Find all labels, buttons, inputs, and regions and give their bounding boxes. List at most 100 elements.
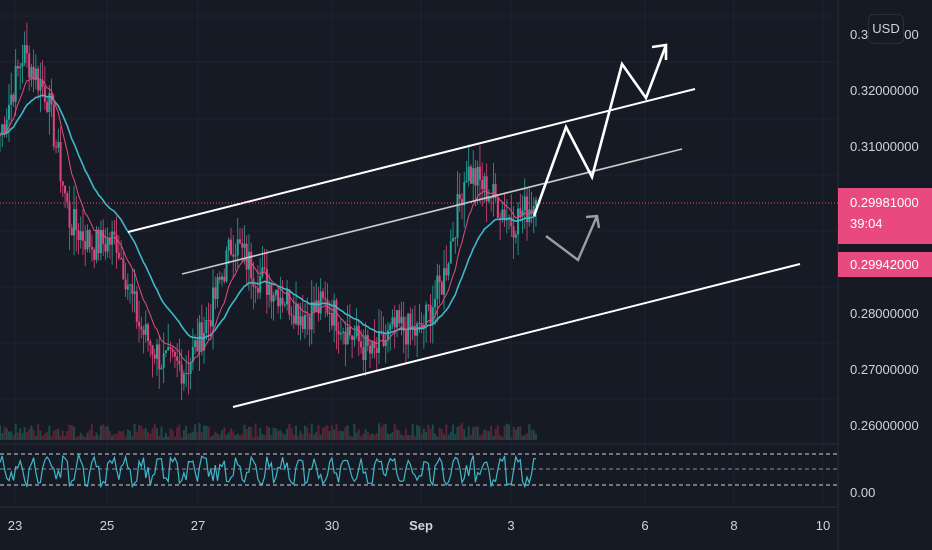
volume-bar <box>7 431 10 440</box>
volume-bar <box>499 434 502 440</box>
candle-body <box>153 354 156 359</box>
candles <box>0 22 537 401</box>
volume-bar <box>445 424 448 440</box>
candle-body <box>189 362 192 374</box>
volume-bar <box>155 428 158 440</box>
candle-body <box>496 198 499 218</box>
candle-body <box>68 201 71 228</box>
candle-body <box>351 335 354 340</box>
candle-body <box>12 94 15 102</box>
time-label-8: 10 <box>816 518 830 533</box>
candle-body <box>487 197 490 202</box>
currency-button[interactable]: USD <box>868 14 904 44</box>
candle-body <box>203 333 206 351</box>
candle-body <box>86 230 89 250</box>
volume-bar <box>386 433 389 440</box>
candle-body <box>288 289 291 315</box>
volume-bar <box>467 426 470 440</box>
volume-bar <box>440 428 443 440</box>
candle-body <box>225 250 228 282</box>
candle-body <box>494 183 497 199</box>
volume-bar <box>274 428 277 440</box>
candle-body <box>279 297 282 307</box>
candle-body <box>70 227 73 236</box>
candle-body <box>535 199 537 206</box>
volume-bar <box>481 433 484 440</box>
candle-body <box>167 347 170 351</box>
time-label-1: 25 <box>100 518 114 533</box>
candle-body <box>7 104 10 120</box>
candle-body <box>400 316 403 324</box>
volume-bar <box>523 435 526 440</box>
volume-bar <box>364 429 367 440</box>
volume-bar <box>158 435 161 440</box>
channel-upper-line[interactable] <box>127 88 696 233</box>
volume-bar <box>21 433 24 440</box>
candle-body <box>28 53 31 78</box>
volume-bar <box>75 436 78 440</box>
volume-bar <box>212 435 215 440</box>
candle-body <box>241 243 244 248</box>
volume-bar <box>454 434 457 440</box>
projection-pullback-path[interactable] <box>545 215 599 262</box>
candle-body <box>490 197 493 199</box>
volume-bar <box>505 423 508 440</box>
volume-bar <box>277 430 280 440</box>
volume-bar <box>41 435 44 440</box>
volume-bar <box>346 425 349 440</box>
volume-bar <box>474 426 477 440</box>
volume-bar <box>326 425 329 440</box>
candle-body <box>223 276 226 282</box>
volume-bar <box>295 425 298 440</box>
volume-bar <box>413 436 416 440</box>
volume-bar <box>335 424 338 440</box>
volume-bar <box>286 428 289 440</box>
candle-body <box>395 310 398 328</box>
volume-bar <box>50 436 53 440</box>
volume-bar <box>456 426 459 440</box>
candle-body <box>79 231 82 240</box>
price-tick-4: 0.27000000 <box>850 362 919 377</box>
candle-body <box>456 194 459 238</box>
projection-up-path[interactable] <box>532 44 668 217</box>
volume-bar <box>10 431 13 440</box>
candle-body <box>117 252 120 259</box>
channel-mid-line[interactable] <box>181 148 683 275</box>
volume-bar <box>142 428 145 440</box>
ma-fast-line <box>0 76 537 364</box>
candle-body <box>106 238 109 252</box>
candle-body <box>196 340 199 352</box>
volume-bar <box>117 430 120 440</box>
candle-body <box>218 277 221 280</box>
volume-bar <box>517 427 520 440</box>
candle-body <box>207 320 210 322</box>
volume-bar <box>30 425 33 440</box>
candle-body <box>319 291 322 314</box>
volume-bar <box>167 436 170 440</box>
volume-bar <box>254 423 257 440</box>
volume-bar <box>494 428 497 440</box>
volume-bar <box>418 425 421 440</box>
candle-body <box>508 217 511 219</box>
volume-bar <box>317 424 320 440</box>
volume-bar <box>19 428 22 440</box>
volume-bar <box>339 430 342 440</box>
volume-bar <box>395 429 398 440</box>
volume-bar <box>373 434 376 440</box>
countdown-label: 39:04 <box>850 216 883 231</box>
volume-bar <box>196 432 199 440</box>
volume-bar <box>301 434 304 440</box>
candle-body <box>295 304 298 324</box>
candle-body <box>337 331 340 335</box>
volume-bar <box>185 426 188 440</box>
candle-body <box>32 66 35 81</box>
volume-bar <box>402 435 405 440</box>
channel-lower-line[interactable] <box>232 263 801 408</box>
volume-bar <box>438 427 441 440</box>
volume-bar <box>400 434 403 440</box>
volume-bar <box>5 428 8 440</box>
volume-bar <box>216 433 219 440</box>
candle-body <box>346 327 349 345</box>
volume-bar <box>84 436 87 440</box>
